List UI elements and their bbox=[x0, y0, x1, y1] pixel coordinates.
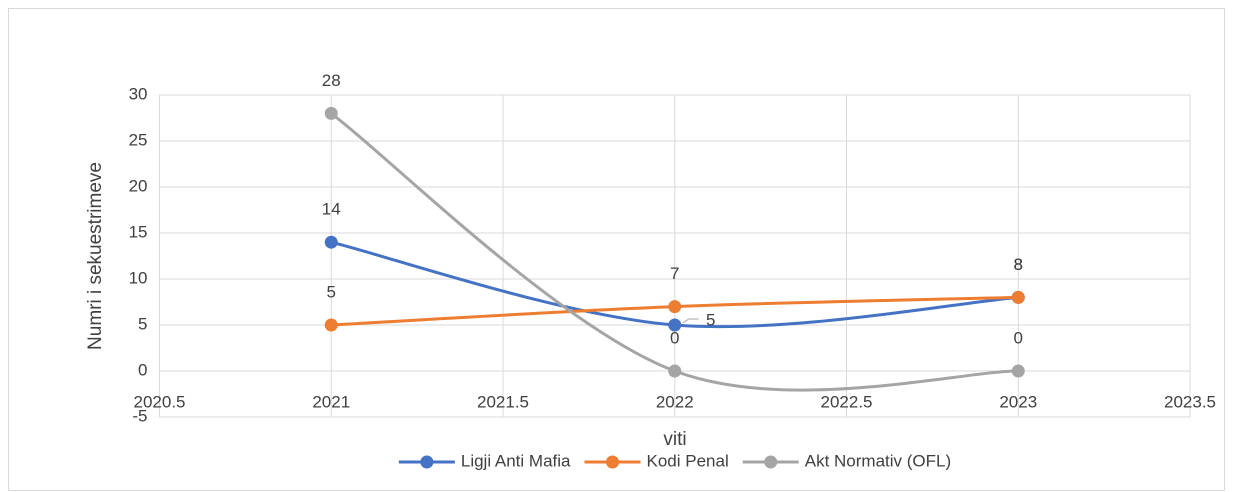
chart-frame bbox=[8, 8, 1225, 491]
data-label: 8 bbox=[1014, 255, 1023, 274]
legend-label: Akt Normativ (OFL) bbox=[805, 451, 951, 470]
legend-item: Kodi Penal bbox=[584, 451, 729, 470]
data-label: 5 bbox=[706, 310, 715, 329]
y-tick-label: 10 bbox=[129, 268, 148, 287]
y-tick-label: 25 bbox=[129, 130, 148, 149]
y-tick-label: 15 bbox=[129, 222, 148, 241]
data-label: 8 bbox=[1014, 255, 1023, 274]
legend: Ligji Anti Mafia Kodi Penal Akt Normativ (… bbox=[398, 451, 951, 470]
data-label: 7 bbox=[670, 264, 679, 283]
y-tick-label: 30 bbox=[129, 84, 148, 103]
data-point bbox=[324, 318, 338, 332]
data-label: 0 bbox=[670, 328, 679, 347]
x-tick-label: 2023 bbox=[999, 392, 1037, 411]
x-tick-label: 2020.5 bbox=[134, 392, 186, 411]
data-point bbox=[668, 300, 682, 314]
data-point bbox=[1011, 290, 1025, 304]
data-point bbox=[324, 106, 338, 120]
data-label: 5 bbox=[327, 282, 336, 301]
x-tick-label: 2022.5 bbox=[821, 392, 873, 411]
y-axis-title: Numri i sekuestrimeve bbox=[85, 162, 106, 350]
legend-marker bbox=[605, 455, 619, 469]
y-tick-label: 0 bbox=[138, 360, 147, 379]
data-point bbox=[324, 235, 338, 249]
data-label: 14 bbox=[322, 200, 341, 219]
x-tick-label: 2022 bbox=[656, 392, 694, 411]
x-tick-label: 2021 bbox=[312, 392, 350, 411]
legend-marker bbox=[764, 455, 778, 469]
y-tick-label: -5 bbox=[132, 406, 147, 425]
x-tick-label: 2021.5 bbox=[477, 392, 529, 411]
legend-marker bbox=[420, 455, 434, 469]
y-tick-label: 20 bbox=[129, 176, 148, 195]
y-tick-label: 5 bbox=[138, 314, 147, 333]
label-leader bbox=[682, 318, 699, 324]
legend-item: Akt Normativ (OFL) bbox=[742, 451, 951, 470]
legend-label: Kodi Penal bbox=[646, 451, 728, 470]
x-axis-title: viti bbox=[663, 429, 686, 450]
legend-item: Ligji Anti Mafia bbox=[398, 451, 571, 470]
data-label: 0 bbox=[1014, 328, 1023, 347]
legend-label: Ligji Anti Mafia bbox=[461, 451, 571, 470]
data-point bbox=[668, 318, 682, 332]
data-point bbox=[668, 364, 682, 378]
data-label: 28 bbox=[322, 71, 341, 90]
x-tick-label: 2023.5 bbox=[1164, 392, 1216, 411]
data-point bbox=[1011, 364, 1025, 378]
